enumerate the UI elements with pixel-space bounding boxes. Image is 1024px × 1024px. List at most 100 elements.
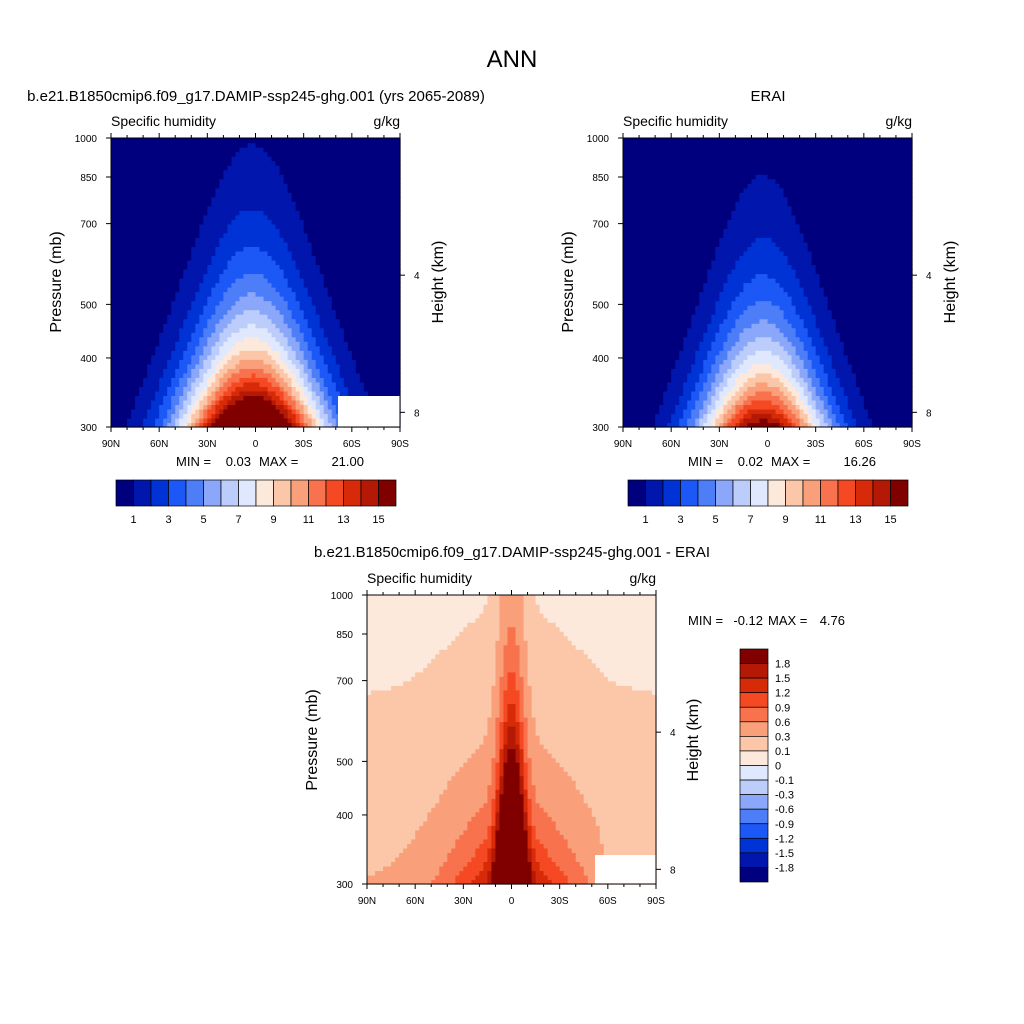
field-cell (279, 268, 285, 275)
field-cell (887, 417, 893, 424)
field-cell (135, 354, 140, 360)
field-cell (391, 287, 397, 293)
field-cell (331, 309, 337, 315)
field-cell (267, 422, 273, 428)
field-cell (175, 147, 180, 153)
field-cell (367, 232, 373, 238)
field-cell (327, 381, 333, 387)
field-cell (111, 395, 116, 401)
field-cell (287, 165, 293, 171)
field-cell (195, 165, 200, 171)
field-cell (347, 377, 353, 383)
field-cell (199, 223, 204, 229)
field-cell (147, 372, 152, 378)
field-cell (343, 219, 349, 225)
field-cell (199, 147, 204, 153)
field-cell (263, 241, 269, 247)
y-tick-label: 300 (80, 423, 97, 434)
field-cell (267, 323, 273, 329)
field-cell (307, 147, 313, 153)
field-cell (171, 178, 176, 184)
field-cell (331, 201, 337, 207)
field-cell (115, 318, 120, 324)
field-cell (339, 287, 345, 293)
field-cell (155, 345, 160, 351)
field-cell (151, 142, 156, 148)
field-cell (207, 282, 212, 288)
field-cell (175, 305, 180, 311)
field-cell (259, 223, 265, 229)
field-cell (339, 142, 345, 148)
field-cell (155, 223, 160, 229)
field-cell (187, 377, 192, 383)
field-cell (115, 399, 120, 406)
field-cell (159, 323, 164, 329)
field-cell (279, 169, 285, 175)
field-cell (123, 296, 128, 302)
field-cell (215, 345, 220, 351)
field-cell (147, 259, 152, 266)
field-cell (215, 309, 220, 315)
field-cell (139, 395, 144, 401)
field-cell (351, 183, 357, 189)
field-cell (323, 282, 329, 288)
field-cell (171, 336, 176, 342)
field-cell (203, 336, 208, 342)
field-cell (287, 381, 293, 387)
field-cell (111, 255, 116, 261)
field-cell (383, 363, 389, 369)
field-cell (123, 332, 128, 338)
field-cell (287, 174, 293, 180)
field-cell (211, 417, 216, 424)
field-cell (299, 413, 305, 419)
field-cell (143, 350, 148, 356)
y-right-tick-label: 8 (414, 408, 420, 419)
field-cell (195, 305, 200, 311)
field-cell (215, 142, 220, 148)
field-cell (355, 305, 361, 311)
field-cell (319, 165, 325, 171)
field-cell (203, 183, 208, 189)
field-cell (259, 174, 265, 180)
field-cell (111, 210, 116, 216)
field-cell (123, 417, 128, 424)
field-cell (351, 305, 357, 311)
field-cell (331, 165, 337, 171)
field-cell (339, 277, 345, 284)
field-cell (247, 368, 253, 374)
field-cell (167, 296, 172, 302)
field-cell (191, 404, 196, 410)
field-cell (279, 372, 285, 378)
field-cell (231, 399, 237, 406)
field-cell (151, 219, 156, 225)
field-cell (331, 291, 337, 297)
field-cell (199, 318, 204, 324)
field-cell (319, 210, 325, 216)
field-cell (227, 381, 233, 387)
field-cell (207, 219, 212, 225)
field-cell (355, 314, 361, 320)
field-cell (211, 300, 216, 306)
field-cell (159, 287, 164, 293)
field-cell (275, 318, 281, 324)
field-cell (159, 223, 164, 229)
field-cell (331, 214, 337, 220)
field-cell (311, 372, 317, 378)
field-cell (187, 237, 192, 243)
field-cell (311, 183, 317, 189)
field-cell (359, 156, 365, 162)
colorbar: 1 3 5 7 9 11 13 15 (115, 479, 397, 526)
field-cell (111, 399, 116, 406)
field-cell (827, 413, 833, 419)
field-cell (131, 246, 136, 252)
field-cell (263, 350, 269, 356)
field-cell (155, 422, 160, 428)
field-cell (291, 219, 297, 225)
field-cell (111, 246, 116, 252)
field-cell (291, 187, 297, 193)
field-cell (231, 345, 237, 351)
field-cell (283, 377, 289, 383)
field-cell (359, 142, 365, 148)
field-cell (307, 142, 313, 148)
field-cell (315, 201, 321, 207)
